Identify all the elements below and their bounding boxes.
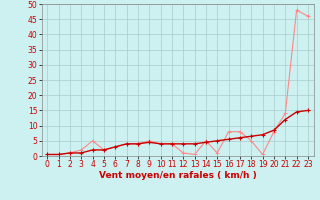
X-axis label: Vent moyen/en rafales ( km/h ): Vent moyen/en rafales ( km/h ) [99,171,256,180]
